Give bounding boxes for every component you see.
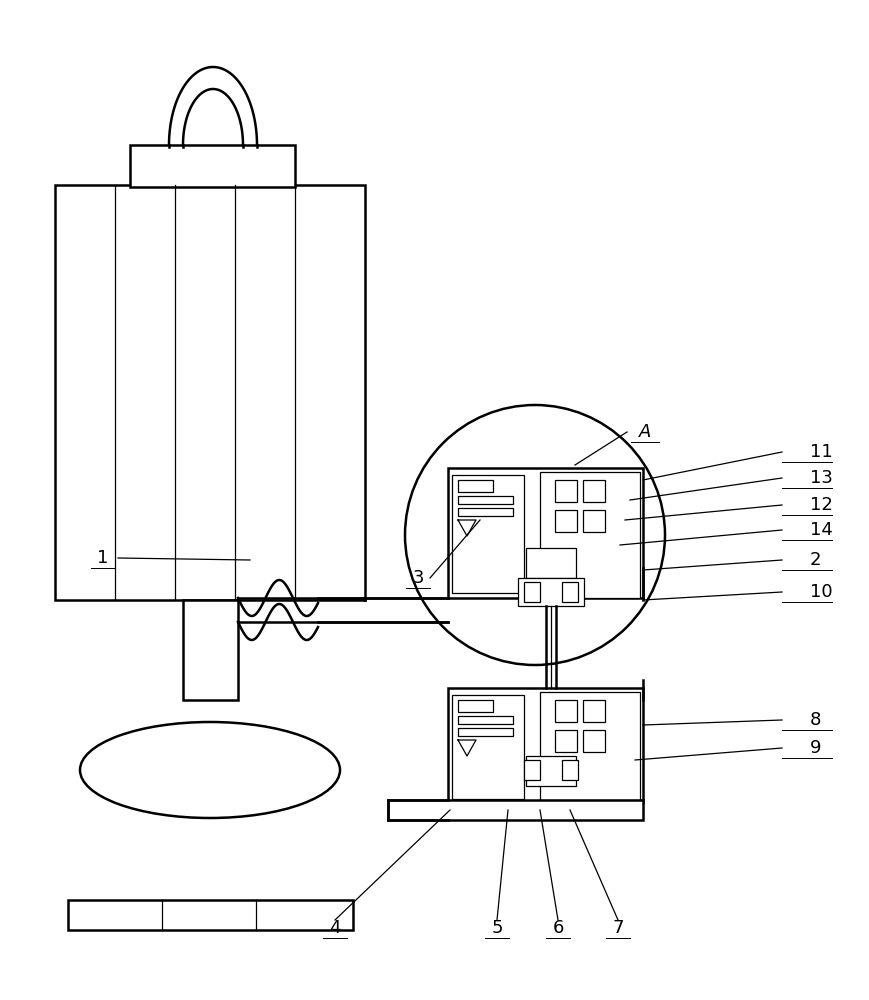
Bar [457, 508, 513, 516]
Bar [457, 716, 513, 724]
Bar [517, 578, 583, 606]
Text: 5: 5 [491, 919, 502, 937]
Text: A: A [638, 423, 650, 441]
Bar [561, 582, 577, 602]
Text: 13: 13 [809, 469, 832, 487]
Bar [448, 468, 642, 598]
Text: 14: 14 [809, 521, 832, 539]
Text: 11: 11 [809, 443, 832, 461]
Bar [457, 728, 513, 736]
Text: 10: 10 [809, 583, 832, 601]
Text: 8: 8 [809, 711, 820, 729]
Text: 6: 6 [552, 919, 563, 937]
Text: 3: 3 [412, 569, 423, 587]
Text: 1: 1 [97, 549, 109, 567]
Bar [561, 760, 577, 780]
Bar [448, 688, 642, 803]
Bar [457, 480, 493, 492]
Bar [388, 800, 642, 820]
Bar [452, 475, 523, 593]
Bar [554, 730, 576, 752]
Bar [526, 756, 575, 786]
Text: 2: 2 [809, 551, 820, 569]
Bar [457, 496, 513, 504]
Bar [68, 900, 353, 930]
Bar [523, 760, 540, 780]
Text: 4: 4 [328, 919, 341, 937]
Bar [540, 692, 640, 800]
Bar [554, 700, 576, 722]
Bar [540, 472, 640, 598]
Bar [452, 695, 523, 799]
Bar [582, 480, 604, 502]
Text: 12: 12 [809, 496, 832, 514]
Text: 7: 7 [612, 919, 623, 937]
Bar [526, 548, 575, 578]
Text: 9: 9 [809, 739, 820, 757]
Bar [582, 730, 604, 752]
Bar [582, 700, 604, 722]
Bar [457, 700, 493, 712]
Bar [523, 582, 540, 602]
Bar [55, 185, 365, 600]
Bar [182, 600, 238, 700]
Bar [554, 480, 576, 502]
Bar [129, 145, 295, 187]
Bar [554, 510, 576, 532]
Bar [582, 510, 604, 532]
